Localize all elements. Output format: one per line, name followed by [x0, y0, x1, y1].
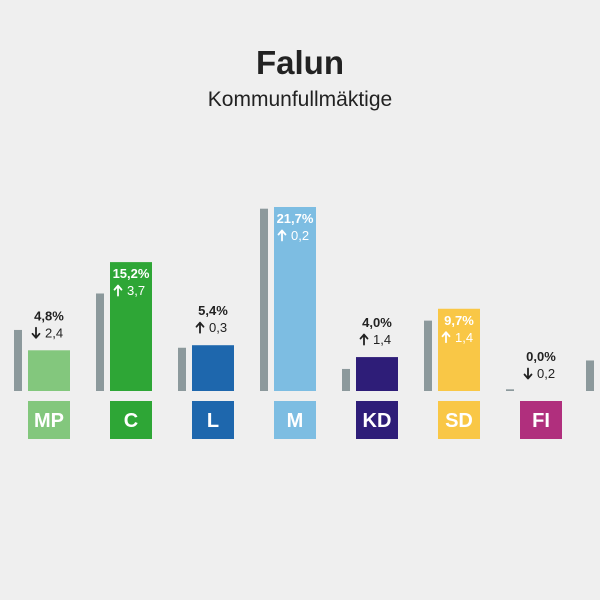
- party-box-c: [110, 401, 152, 439]
- party-label-mp: MP: [34, 410, 64, 432]
- party-box-sd: [438, 401, 480, 439]
- previous-bar-c: [96, 293, 104, 391]
- previous-bar-sd: [424, 320, 432, 391]
- party-box-fi: [520, 401, 562, 439]
- change-label-m: 0,2: [291, 228, 309, 243]
- change-arrow-kd: [359, 333, 369, 346]
- value-label-kd: 4,0%: [362, 315, 392, 330]
- party-label-kd: KD: [363, 410, 392, 432]
- change-arrow-c: [113, 284, 123, 297]
- chart-subtitle: Kommunfullmäktige: [207, 88, 393, 111]
- change-label-kd: 1,4: [373, 332, 391, 347]
- value-label-fi: 0,0%: [526, 349, 556, 364]
- change-label-mp: 2,4: [45, 325, 63, 340]
- chart-title: Falun: [256, 44, 344, 81]
- value-label-sd: 9,7%: [444, 313, 474, 328]
- party-box-l: [192, 401, 234, 439]
- previous-bar-kd: [342, 368, 350, 391]
- value-label-m: 21,7%: [277, 211, 314, 226]
- change-arrow-sd: [441, 331, 451, 344]
- party-box-kd: [356, 401, 398, 439]
- previous-bar-m: [260, 208, 268, 391]
- change-arrow-l: [195, 321, 205, 334]
- party-label-l: L: [207, 410, 219, 432]
- party-label-fi: FI: [532, 410, 550, 432]
- change-arrow-m: [277, 229, 287, 242]
- party-label-c: C: [124, 410, 138, 432]
- bar-l: [192, 345, 234, 391]
- bar-sd: [438, 308, 480, 391]
- party-box-m: [274, 401, 316, 439]
- party-label-m: M: [287, 410, 304, 432]
- change-arrow-fi: [523, 367, 533, 380]
- change-label-c: 3,7: [127, 283, 145, 298]
- party-box-mp: [28, 401, 70, 439]
- value-label-l: 5,4%: [198, 303, 228, 318]
- change-label-l: 0,3: [209, 320, 227, 335]
- party-label-sd: SD: [445, 410, 473, 432]
- bar-mp: [28, 350, 70, 391]
- bar-c: [110, 262, 152, 391]
- change-arrow-mp: [31, 326, 41, 339]
- previous-bar-l: [178, 347, 186, 391]
- change-label-fi: 0,2: [537, 366, 555, 381]
- previous-bar-mp: [14, 329, 22, 391]
- bar-kd: [356, 357, 398, 391]
- value-label-c: 15,2%: [113, 266, 150, 281]
- bar-m: [274, 207, 316, 391]
- value-label-mp: 4,8%: [34, 308, 64, 323]
- previous-bar-fi: [506, 389, 514, 391]
- previous-bar-cropped: [586, 360, 594, 391]
- change-label-sd: 1,4: [455, 330, 473, 345]
